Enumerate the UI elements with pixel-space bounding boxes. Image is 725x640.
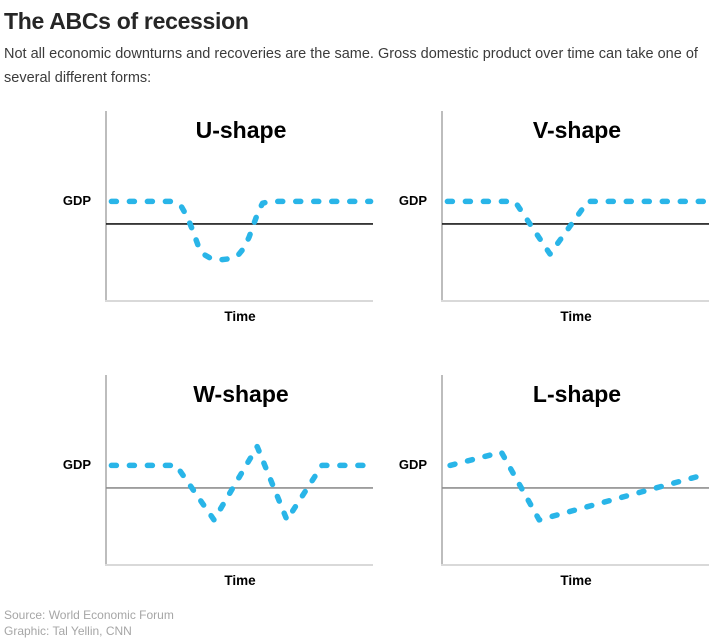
footer: Source: World Economic Forum Graphic: Ta… <box>4 607 725 639</box>
v-shape-chart: GDP V-shape Time <box>386 105 722 324</box>
gdp-axis-label: GDP <box>62 193 91 208</box>
time-axis-label: Time <box>560 309 592 324</box>
u-shape-plot: U-shape <box>105 111 374 302</box>
chart-body: GDP L-shape <box>386 369 722 579</box>
u-shape-chart: GDP U-shape Time <box>50 105 386 324</box>
chart-title: U-shape <box>196 117 287 143</box>
page-title: The ABCs of recession <box>4 8 249 34</box>
chart-title: W-shape <box>193 381 288 407</box>
gdp-axis-label: GDP <box>62 457 91 472</box>
time-axis-label: Time <box>224 573 256 588</box>
charts-grid: GDP U-shape Time GDP V-shape <box>50 105 725 588</box>
gdp-axis-label: GDP <box>398 193 427 208</box>
gdp-curve <box>447 449 707 523</box>
gdp-curve <box>444 198 710 257</box>
gdp-curve <box>108 198 374 263</box>
time-axis-label: Time <box>560 573 592 588</box>
chart-title: L-shape <box>533 381 621 407</box>
chart-body: GDP W-shape <box>50 369 386 579</box>
l-shape-plot: L-shape <box>441 375 709 566</box>
gdp-axis-label: GDP <box>398 457 427 472</box>
gdp-curve <box>108 443 374 523</box>
w-shape-chart: GDP W-shape Time <box>50 369 386 588</box>
page-subtitle: Not all economic downturns and recoverie… <box>4 46 698 86</box>
l-shape-chart: GDP L-shape Time <box>386 369 722 588</box>
w-shape-plot: W-shape <box>105 375 374 566</box>
chart-body: GDP U-shape <box>50 105 386 315</box>
chart-title: V-shape <box>533 117 621 143</box>
source-credit: Source: World Economic Forum <box>4 608 174 622</box>
graphic-credit: Graphic: Tal Yellin, CNN <box>4 624 132 638</box>
v-shape-plot: V-shape <box>441 111 710 302</box>
chart-body: GDP V-shape <box>386 105 722 315</box>
time-axis-label: Time <box>224 309 256 324</box>
